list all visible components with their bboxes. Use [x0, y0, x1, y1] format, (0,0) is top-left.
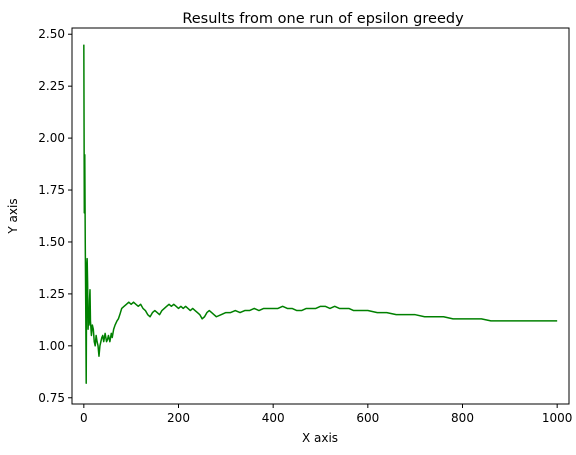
y-axis-label: Y axis [6, 198, 20, 234]
y-tick-label: 1.50 [38, 235, 65, 249]
series-line-0 [83, 44, 558, 384]
x-tick-label: 200 [167, 411, 190, 425]
x-tick-label: 0 [80, 411, 88, 425]
x-axis-label: X axis [302, 431, 338, 445]
y-tick-label: 2.25 [38, 79, 65, 93]
y-tick-label: 0.75 [38, 391, 65, 405]
axis-ticks: 0 200 400 600 800 1000 0.75 1.00 1.25 1.50 1.75 2.0… [38, 27, 572, 425]
y-tick-label: 2.00 [38, 131, 65, 145]
chart-title: Results from one run of epsilon greedy [182, 11, 464, 27]
y-tick-label: 1.75 [38, 183, 65, 197]
x-tick-label: 600 [356, 411, 379, 425]
y-tick-label: 1.00 [38, 339, 65, 353]
plot-area [83, 44, 558, 384]
x-tick-label: 400 [262, 411, 285, 425]
y-tick-label: 1.25 [38, 287, 65, 301]
x-tick-label: 800 [451, 411, 474, 425]
y-tick-label: 2.50 [38, 27, 65, 41]
x-tick-label: 1000 [542, 411, 573, 425]
axes-frame [71, 27, 570, 405]
